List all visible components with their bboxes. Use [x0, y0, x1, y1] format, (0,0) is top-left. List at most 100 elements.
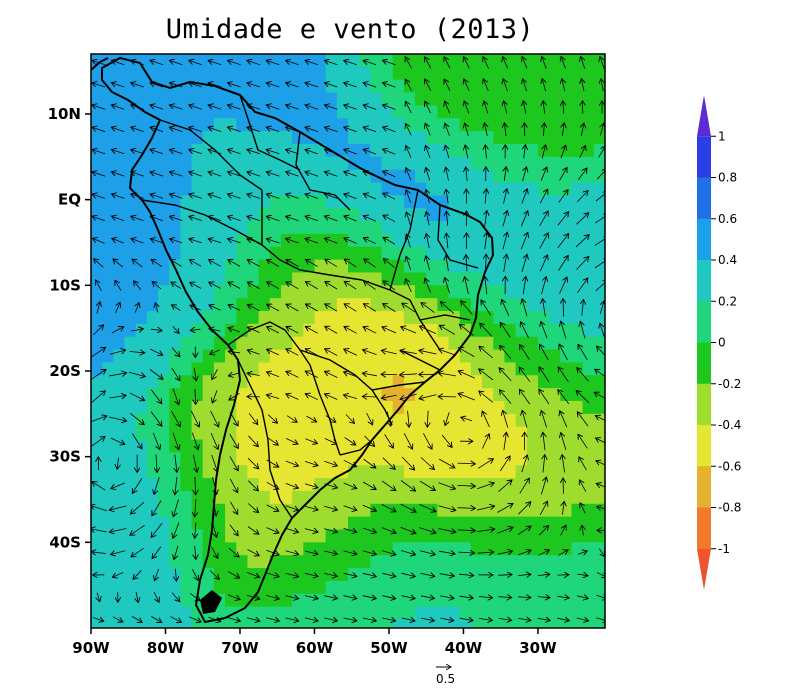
humidity-cell	[582, 349, 595, 364]
wind-arrow	[267, 327, 280, 334]
humidity-cell	[202, 169, 215, 184]
wind-arrow	[172, 432, 179, 450]
humidity-cell	[102, 580, 114, 595]
wind-arrow	[194, 367, 196, 381]
humidity-cell	[470, 426, 483, 441]
humidity-cell	[482, 529, 494, 543]
wind-arrow	[131, 105, 144, 110]
wind-arrow	[438, 505, 455, 511]
wind-arrow	[91, 391, 106, 403]
wind-arrow	[189, 260, 202, 267]
humidity-cell	[560, 92, 573, 106]
humidity-cell	[292, 336, 304, 351]
humidity-cell	[549, 311, 561, 325]
humidity-cell	[437, 593, 450, 608]
wind-arrow	[92, 83, 106, 88]
wind-arrow	[152, 500, 162, 516]
wind-arrow	[324, 83, 338, 88]
colorbar-segment	[697, 425, 711, 467]
humidity-cell	[124, 439, 137, 453]
humidity-cell	[180, 478, 193, 492]
wind-arrow	[150, 60, 164, 66]
humidity-cell	[180, 336, 193, 351]
humidity-cell	[359, 272, 371, 286]
humidity-cell	[258, 131, 271, 145]
humidity-cell	[336, 323, 349, 338]
wind-arrow	[520, 211, 528, 227]
wind-arrow	[247, 83, 261, 88]
humidity-cell	[482, 311, 494, 325]
humidity-cell	[102, 606, 114, 621]
humidity-cell	[180, 465, 193, 479]
wind-arrow	[383, 215, 396, 223]
humidity-cell	[247, 452, 260, 466]
wind-arrow	[344, 238, 357, 244]
humidity-cell	[571, 259, 584, 274]
humidity-cell	[180, 555, 193, 569]
wind-arrow	[229, 433, 239, 449]
humidity-cell	[593, 79, 605, 94]
humidity-cell	[426, 246, 438, 261]
wind-arrow	[195, 545, 196, 560]
humidity-cell	[336, 233, 349, 248]
wind-arrow	[229, 411, 238, 426]
wind-arrow	[208, 616, 221, 621]
humidity-cell	[236, 529, 249, 543]
wind-arrow	[131, 239, 144, 244]
wind-arrow	[150, 348, 163, 355]
humidity-cell	[225, 580, 237, 595]
humidity-cell	[359, 516, 371, 531]
wind-arrow	[211, 454, 218, 472]
humidity-cell	[381, 516, 394, 531]
humidity-cell	[124, 606, 137, 621]
wind-arrow	[479, 346, 493, 359]
humidity-cell	[158, 375, 170, 389]
wind-arrow	[343, 395, 358, 399]
wind-arrow	[324, 216, 338, 222]
humidity-cell	[370, 259, 383, 274]
humidity-cell	[124, 285, 137, 299]
humidity-cell	[459, 311, 472, 325]
humidity-cell	[292, 413, 304, 428]
wind-arrow	[344, 216, 357, 222]
wind-arrow	[559, 168, 567, 181]
humidity-cell	[593, 233, 605, 248]
humidity-cell	[113, 516, 126, 531]
humidity-cell	[236, 593, 249, 608]
humidity-cell	[560, 336, 573, 351]
humidity-cell	[493, 156, 506, 171]
wind-arrow	[171, 347, 180, 357]
humidity-cell	[258, 375, 271, 389]
humidity-cell	[526, 143, 539, 158]
wind-arrow	[208, 105, 222, 110]
wind-arrow	[595, 191, 605, 202]
humidity-cell	[392, 195, 405, 209]
humidity-cell	[560, 221, 573, 235]
humidity-cell	[493, 555, 506, 569]
wind-arrow	[382, 596, 395, 599]
humidity-cell	[113, 131, 126, 145]
humidity-cell	[381, 375, 394, 389]
humidity-cell	[392, 516, 405, 531]
humidity-cell	[515, 221, 528, 235]
wind-arrow	[577, 412, 589, 427]
wind-arrow	[400, 480, 416, 492]
humidity-cell	[336, 311, 349, 325]
humidity-cell	[180, 580, 193, 595]
humidity-cell	[225, 349, 237, 364]
wind-arrow	[559, 277, 567, 294]
humidity-cell	[459, 349, 472, 364]
humidity-cell	[537, 619, 550, 628]
humidity-cell	[180, 542, 193, 556]
humidity-cell	[448, 208, 461, 222]
humidity-cell	[91, 606, 103, 621]
wind-arrow	[246, 618, 260, 621]
humidity-cell	[359, 478, 371, 492]
wind-arrow	[498, 480, 512, 493]
wind-arrow	[420, 618, 434, 621]
humidity-cell	[280, 349, 293, 364]
humidity-cell	[202, 400, 215, 415]
humidity-cell	[135, 298, 148, 312]
humidity-cell	[504, 233, 517, 248]
wind-arrow	[458, 393, 475, 401]
